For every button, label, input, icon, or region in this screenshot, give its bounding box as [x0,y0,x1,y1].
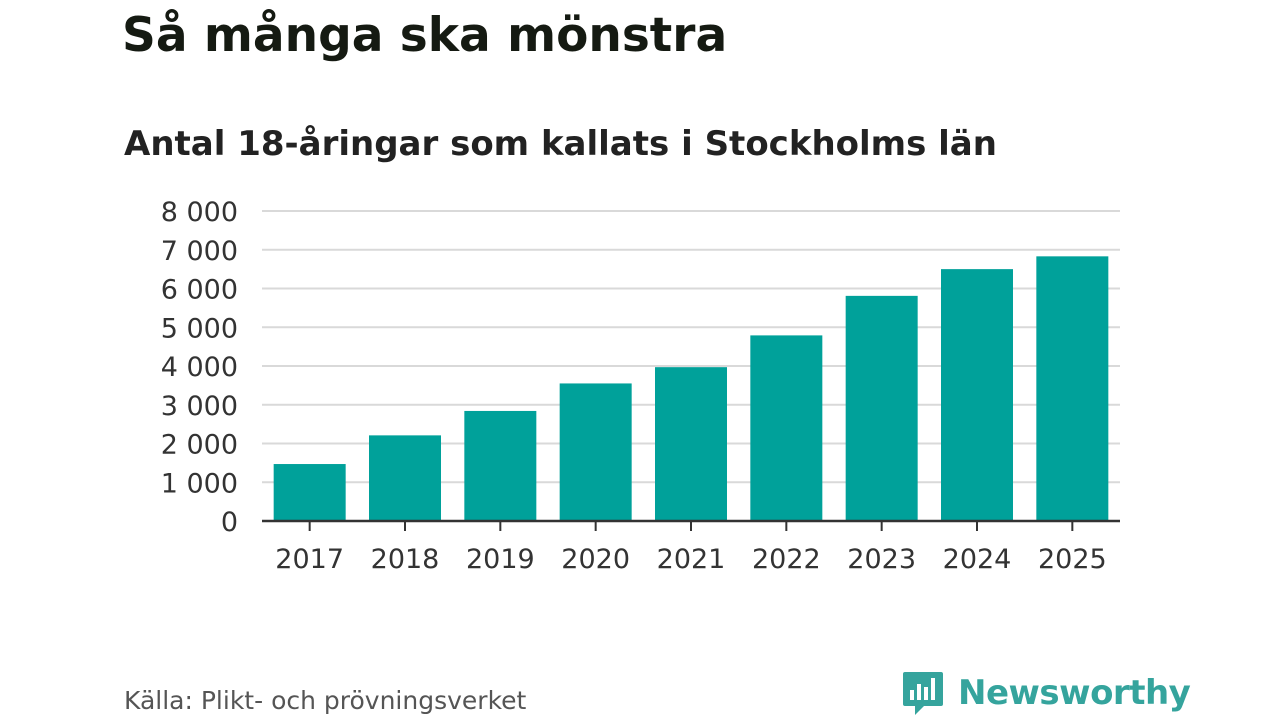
y-axis-tick-labels: 0 1 000 2 000 3 000 4 000 5 000 6 000 7 000 8 00… [161,197,238,538]
y-tick-label: 0 [221,507,238,538]
bar-2017 [273,464,346,521]
bar-2019 [464,410,537,521]
y-tick-label: 2 000 [161,430,238,461]
y-tick-label: 8 000 [161,197,238,228]
x-tick-label: 2020 [561,544,630,575]
source-note: Källa: Plikt- och prövningsverket [124,686,527,715]
y-tick-label: 3 000 [161,391,238,422]
bar-2018 [369,435,441,521]
x-tick-label: 2017 [275,544,344,575]
x-tick-label: 2025 [1038,544,1107,575]
y-tick-label: 5 000 [161,313,238,344]
x-tick-label: 2023 [847,544,916,575]
bar-2024 [941,269,1013,521]
bars [273,256,1109,521]
y-tick-label: 4 000 [161,352,238,383]
bar-2025 [1036,256,1109,521]
x-tick-label: 2018 [371,544,440,575]
chart-subtitle: Antal 18-åringar som kallats i Stockholm… [124,124,997,164]
bar-2022 [750,335,823,521]
bar-2020 [559,383,632,521]
brand-name: Newsworthy [958,673,1191,713]
x-tick-label: 2021 [657,544,726,575]
x-tick-label: 2019 [466,544,535,575]
x-tick-label: 2024 [943,544,1012,575]
y-tick-label: 1 000 [161,468,238,499]
bar-chart-speech-bubble-icon [903,672,943,715]
x-tick-label: 2022 [752,544,821,575]
brand-logo: Newsworthy [902,670,1191,716]
x-axis-tick-labels: 2017 2018 2019 2020 2021 2022 2023 2024 2025 [275,544,1106,575]
bar-2023 [845,295,918,521]
chart-title: Så många ska mönstra [122,8,728,63]
bar-2021 [655,367,727,521]
y-tick-label: 7 000 [161,236,238,267]
x-axis [262,519,1120,531]
y-tick-label: 6 000 [161,275,238,306]
